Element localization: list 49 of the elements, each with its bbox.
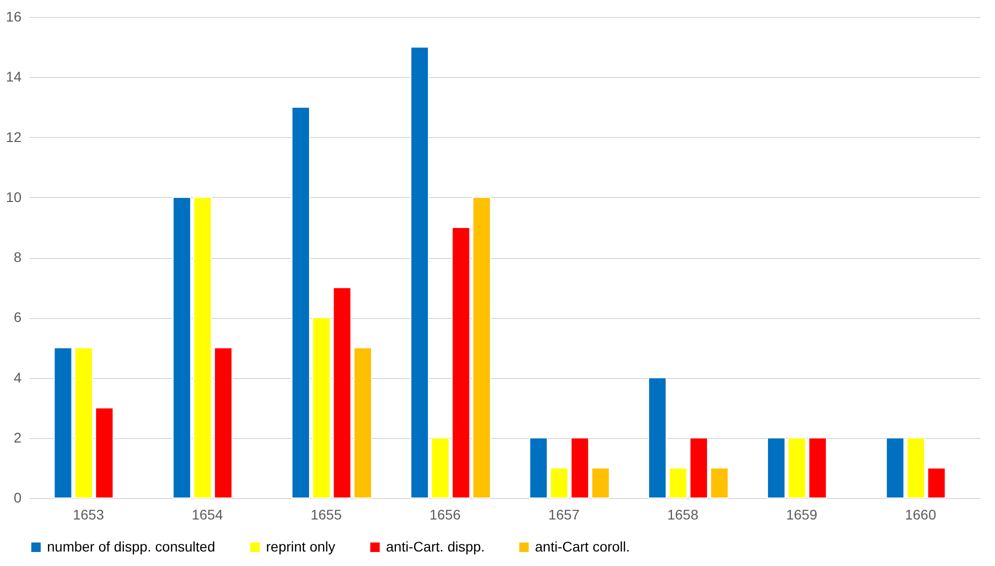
x-tick-label: 1655	[310, 506, 342, 522]
legend-label: reprint only	[266, 538, 336, 554]
bar	[353, 347, 372, 498]
bar	[410, 46, 429, 498]
bar	[54, 347, 72, 498]
bar	[214, 347, 233, 498]
bar	[808, 437, 827, 498]
legend-label: anti-Cart. dispp.	[386, 538, 485, 554]
bar	[906, 437, 926, 498]
x-tick-label: 1660	[904, 506, 936, 522]
x-tick-label: 1657	[548, 506, 580, 522]
bar	[312, 317, 331, 498]
bar	[766, 437, 786, 498]
bar	[95, 407, 114, 498]
y-tick-label: 2	[14, 429, 22, 446]
bar	[172, 196, 192, 498]
bar	[648, 377, 667, 498]
bar	[886, 437, 904, 498]
y-tick-label: 8	[14, 249, 22, 265]
bar	[689, 437, 708, 498]
bar	[193, 196, 212, 498]
x-tick-label: 1659	[786, 506, 818, 522]
bar	[431, 437, 450, 498]
bar	[472, 196, 491, 498]
bar	[668, 467, 688, 498]
y-tick-label: 0	[14, 490, 22, 506]
y-tick-label: 16	[6, 8, 22, 24]
bar	[291, 106, 310, 498]
y-tick-label: 10	[6, 188, 22, 205]
legend-label: anti-Cart coroll.	[535, 538, 630, 554]
y-tick-label: 6	[14, 309, 22, 326]
bar	[710, 467, 729, 498]
bar	[529, 437, 548, 498]
x-tick-label: 1656	[429, 506, 461, 522]
legend-label: number of dispp. consulted	[47, 538, 216, 554]
bar	[332, 287, 352, 498]
x-tick-label: 1658	[667, 506, 699, 522]
bar	[570, 437, 590, 498]
y-tick-label: 4	[14, 369, 22, 386]
bar	[591, 467, 610, 498]
bar	[74, 347, 93, 498]
bar	[550, 467, 568, 498]
y-tick-label: 14	[6, 68, 22, 85]
x-tick-label: 1654	[192, 506, 224, 522]
bar	[788, 437, 806, 498]
bar	[927, 467, 946, 498]
bar	[452, 226, 470, 498]
x-tick-label: 1653	[72, 506, 104, 522]
y-tick-label: 12	[6, 128, 22, 145]
